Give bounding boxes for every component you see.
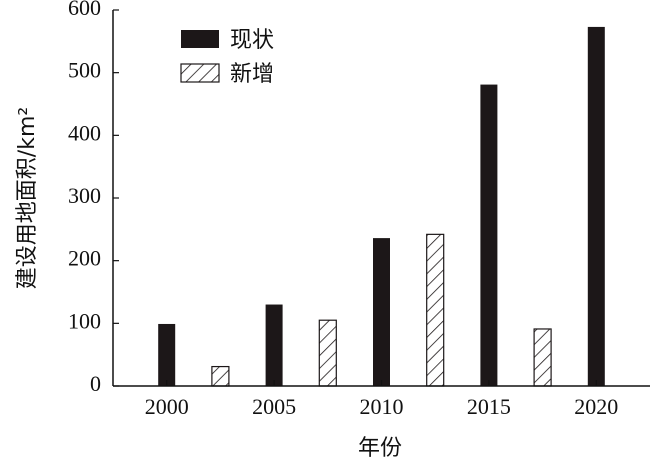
x-tick-label-2005: 2005 <box>252 394 296 419</box>
bar-current-2015 <box>480 84 498 386</box>
legend-label-new: 新增 <box>230 62 274 87</box>
x-axis-label: 年份 <box>358 436 402 461</box>
legend-swatch-new <box>180 63 220 83</box>
bar-new-2002.5 <box>211 365 230 387</box>
x-tick-label-2000: 2000 <box>145 394 189 419</box>
x-tick-label-2015: 2015 <box>467 394 511 419</box>
bar-new-2007.5 <box>318 319 337 387</box>
y-tick-label-100: 100 <box>68 308 101 333</box>
x-tick-label-2010: 2010 <box>360 394 404 419</box>
y-tick-label-400: 400 <box>68 120 101 145</box>
legend: 现状 新增 <box>180 28 274 87</box>
legend-label-current: 现状 <box>230 28 274 53</box>
y-tick-label-0: 0 <box>90 371 101 396</box>
y-tick-label-500: 500 <box>68 58 101 83</box>
bar-new-2012.5 <box>426 233 445 387</box>
bar-current-2020 <box>587 26 605 386</box>
y-tick-label-300: 300 <box>68 183 101 208</box>
legend-swatch-current <box>181 30 219 48</box>
x-tick-label-2020: 2020 <box>574 394 618 419</box>
y-tick-label-200: 200 <box>68 246 101 271</box>
plot-area: 0 100 200 300 400 500 600 2000 2005 2010 2015 2020 <box>68 0 650 419</box>
y-tick-label-600: 600 <box>68 0 101 20</box>
bar-current-2005 <box>265 304 283 386</box>
y-axis-label: 建设用地面积/km² <box>15 107 40 289</box>
bar-current-2000 <box>158 323 176 386</box>
bar-new-2017.5 <box>533 328 552 387</box>
bar-current-2010 <box>373 238 390 386</box>
